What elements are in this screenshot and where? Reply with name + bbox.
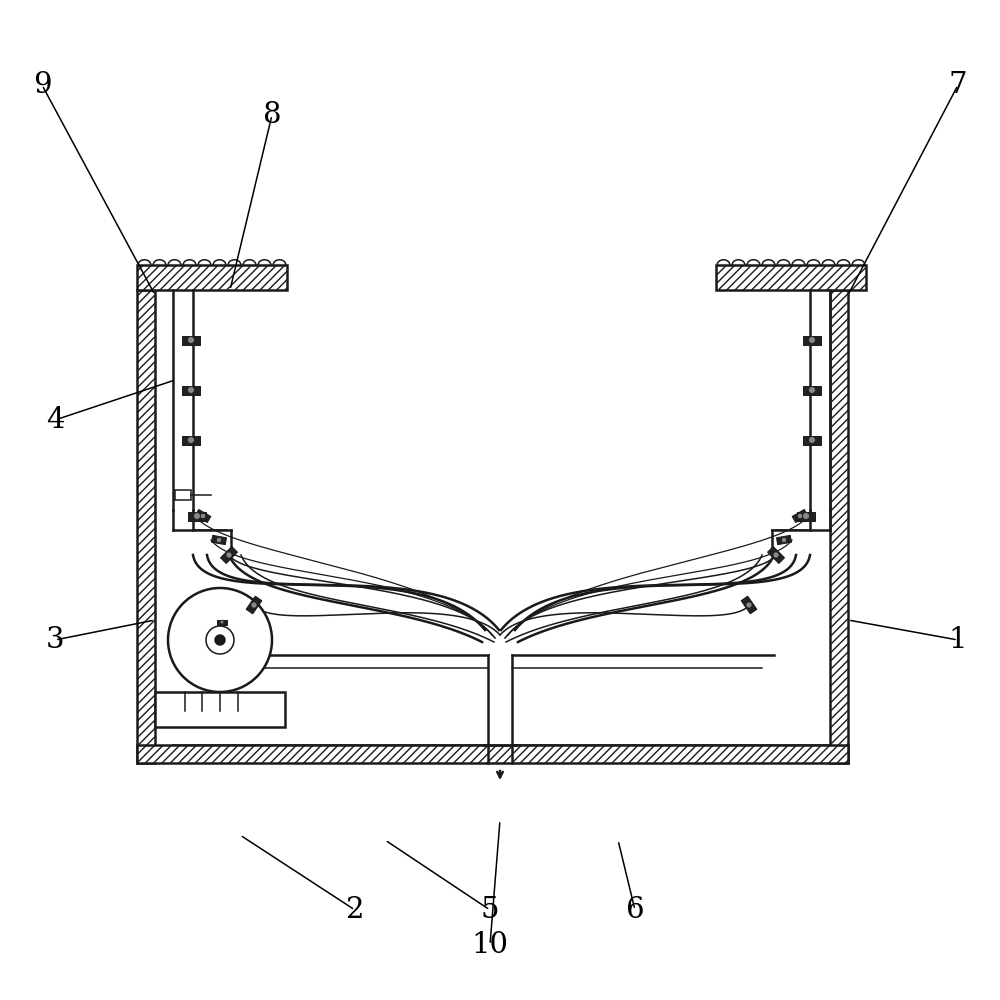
Circle shape (206, 626, 234, 654)
Bar (137, 745, 848, 763)
Text: 8: 8 (263, 101, 281, 129)
Circle shape (803, 513, 809, 519)
Polygon shape (792, 509, 808, 523)
Bar (830, 290, 848, 763)
Bar (716, 265, 866, 290)
Bar (155, 692, 285, 727)
Bar (803, 385, 821, 394)
Circle shape (251, 602, 257, 608)
Text: 4: 4 (46, 406, 64, 434)
Circle shape (226, 552, 232, 558)
Polygon shape (776, 535, 792, 545)
Circle shape (200, 513, 206, 519)
Polygon shape (246, 596, 262, 614)
Circle shape (188, 387, 194, 393)
Bar (182, 385, 200, 394)
Bar (803, 336, 821, 344)
Polygon shape (211, 535, 227, 545)
Bar (137, 290, 155, 763)
Text: 3: 3 (46, 626, 64, 654)
Circle shape (809, 387, 815, 393)
Circle shape (168, 588, 272, 692)
Bar (830, 290, 848, 763)
Polygon shape (188, 512, 206, 520)
Text: 6: 6 (626, 896, 644, 924)
Circle shape (781, 537, 787, 543)
Bar (716, 265, 866, 290)
Bar (217, 619, 227, 624)
Bar (175, 490, 191, 500)
Polygon shape (221, 547, 237, 563)
Circle shape (194, 513, 200, 519)
Text: 5: 5 (481, 896, 499, 924)
Circle shape (809, 437, 815, 443)
Text: 1: 1 (949, 626, 967, 654)
Circle shape (188, 337, 194, 343)
Bar (182, 436, 200, 444)
Text: 10: 10 (472, 931, 509, 959)
Bar (137, 265, 287, 290)
Bar (137, 745, 848, 763)
Circle shape (773, 552, 779, 558)
Text: 7: 7 (949, 71, 967, 99)
Circle shape (797, 513, 803, 519)
Circle shape (188, 437, 194, 443)
Bar (803, 436, 821, 444)
Polygon shape (741, 596, 757, 614)
Circle shape (216, 537, 222, 543)
Text: 9: 9 (33, 71, 51, 99)
Circle shape (220, 620, 224, 624)
Circle shape (215, 635, 225, 645)
Circle shape (746, 602, 752, 608)
Text: 2: 2 (346, 896, 364, 924)
Bar (137, 265, 287, 290)
Polygon shape (768, 547, 784, 563)
Polygon shape (195, 509, 211, 523)
Circle shape (809, 337, 815, 343)
Bar (182, 336, 200, 344)
Polygon shape (797, 512, 815, 520)
Bar (137, 290, 155, 763)
